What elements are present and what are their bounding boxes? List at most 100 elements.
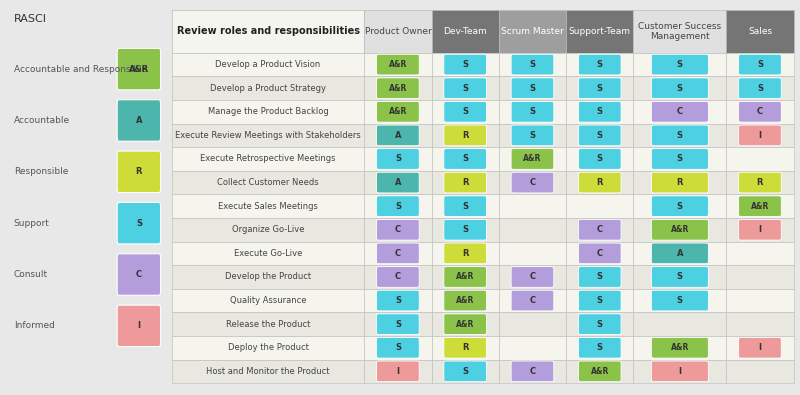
Bar	[431, 265, 499, 289]
Text: A&R: A&R	[456, 296, 474, 305]
Bar	[634, 265, 726, 289]
Bar	[172, 359, 364, 383]
Bar	[431, 312, 499, 336]
Bar	[566, 147, 634, 171]
Text: Collect Customer Needs: Collect Customer Needs	[218, 178, 319, 187]
Bar	[499, 53, 566, 76]
Text: Support: Support	[14, 219, 50, 228]
Text: S: S	[677, 296, 683, 305]
FancyBboxPatch shape	[511, 361, 554, 382]
Text: S: S	[530, 60, 535, 69]
Bar	[172, 312, 364, 336]
FancyBboxPatch shape	[377, 102, 419, 122]
Text: S: S	[462, 202, 468, 211]
Bar	[364, 100, 431, 124]
Text: S: S	[395, 154, 401, 164]
FancyBboxPatch shape	[651, 54, 708, 75]
Text: S: S	[597, 107, 602, 116]
Text: Product Owner: Product Owner	[365, 27, 431, 36]
Bar	[172, 53, 364, 76]
Bar	[634, 359, 726, 383]
Bar	[172, 147, 364, 171]
Text: A: A	[394, 131, 401, 140]
FancyBboxPatch shape	[651, 149, 708, 169]
Bar	[431, 359, 499, 383]
FancyBboxPatch shape	[377, 54, 419, 75]
Bar	[431, 10, 499, 53]
Bar	[499, 100, 566, 124]
FancyBboxPatch shape	[444, 337, 486, 358]
Text: A&R: A&R	[670, 225, 689, 234]
FancyBboxPatch shape	[578, 243, 621, 264]
Bar	[499, 194, 566, 218]
Text: S: S	[462, 107, 468, 116]
Bar	[726, 10, 794, 53]
FancyBboxPatch shape	[377, 361, 419, 382]
Bar	[172, 76, 364, 100]
FancyBboxPatch shape	[651, 196, 708, 216]
Bar	[172, 265, 364, 289]
Text: Release the Product: Release the Product	[226, 320, 310, 329]
Text: Execute Sales Meetings: Execute Sales Meetings	[218, 202, 318, 211]
Text: Accountable: Accountable	[14, 116, 70, 125]
Text: C: C	[530, 178, 535, 187]
Text: C: C	[597, 225, 603, 234]
FancyBboxPatch shape	[377, 172, 419, 193]
Text: Develop a Product Vision: Develop a Product Vision	[215, 60, 321, 69]
Text: S: S	[597, 273, 602, 282]
Text: C: C	[677, 107, 683, 116]
FancyBboxPatch shape	[444, 243, 486, 264]
FancyBboxPatch shape	[511, 102, 554, 122]
Text: S: S	[395, 343, 401, 352]
Text: S: S	[462, 367, 468, 376]
FancyBboxPatch shape	[651, 267, 708, 287]
Text: R: R	[462, 343, 469, 352]
Text: Customer Success
Management: Customer Success Management	[638, 22, 722, 41]
Bar	[566, 242, 634, 265]
Bar	[634, 312, 726, 336]
FancyBboxPatch shape	[377, 149, 419, 169]
FancyBboxPatch shape	[444, 125, 486, 146]
Bar	[431, 289, 499, 312]
Text: A&R: A&R	[456, 320, 474, 329]
Text: A&R: A&R	[750, 202, 769, 211]
FancyBboxPatch shape	[377, 78, 419, 98]
Bar	[634, 242, 726, 265]
Text: C: C	[530, 367, 535, 376]
FancyBboxPatch shape	[651, 102, 708, 122]
Text: A&R: A&R	[389, 60, 407, 69]
FancyBboxPatch shape	[578, 54, 621, 75]
Text: Sales: Sales	[748, 27, 772, 36]
Text: S: S	[677, 202, 683, 211]
Bar	[726, 76, 794, 100]
FancyBboxPatch shape	[444, 102, 486, 122]
Bar	[726, 218, 794, 242]
Bar	[566, 76, 634, 100]
Bar	[566, 359, 634, 383]
Bar	[172, 194, 364, 218]
Bar	[566, 218, 634, 242]
Text: Scrum Master: Scrum Master	[501, 27, 564, 36]
Text: R: R	[136, 167, 142, 176]
Bar	[726, 100, 794, 124]
Text: S: S	[597, 320, 602, 329]
Bar	[431, 147, 499, 171]
FancyBboxPatch shape	[738, 78, 782, 98]
FancyBboxPatch shape	[377, 125, 419, 146]
Text: S: S	[677, 273, 683, 282]
FancyBboxPatch shape	[511, 78, 554, 98]
Bar	[364, 289, 431, 312]
Text: A: A	[394, 178, 401, 187]
FancyBboxPatch shape	[444, 149, 486, 169]
Text: I: I	[758, 343, 762, 352]
FancyBboxPatch shape	[578, 102, 621, 122]
Text: Deploy the Product: Deploy the Product	[228, 343, 309, 352]
Text: Develop the Product: Develop the Product	[225, 273, 311, 282]
Bar	[431, 124, 499, 147]
Bar	[364, 265, 431, 289]
Text: S: S	[677, 131, 683, 140]
Text: S: S	[757, 84, 763, 93]
Text: A&R: A&R	[129, 65, 149, 73]
FancyBboxPatch shape	[651, 337, 708, 358]
Text: S: S	[597, 60, 602, 69]
